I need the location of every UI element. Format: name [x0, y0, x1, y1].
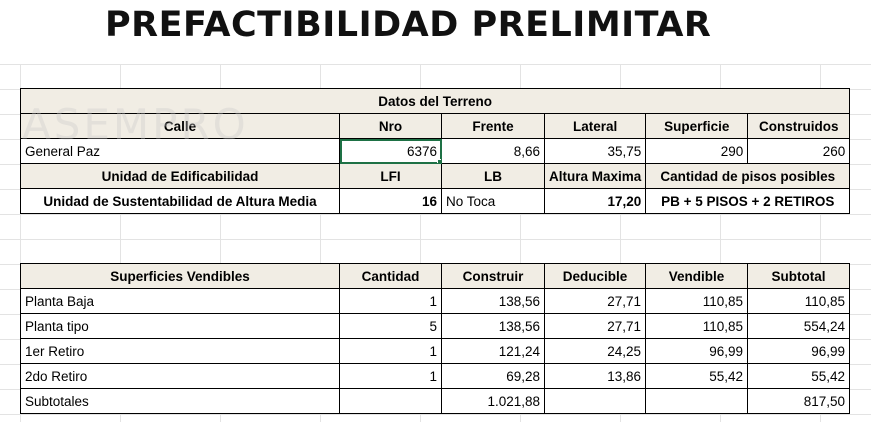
cell-nro-value: 6376	[406, 143, 437, 159]
cell-deducible-total[interactable]	[544, 388, 646, 414]
cell-subtotal[interactable]: 96,99	[747, 338, 850, 364]
header-lateral: Lateral	[543, 113, 647, 139]
cell-construir[interactable]: 69,28	[441, 363, 545, 389]
cell-unidad[interactable]: Unidad de Sustentabilidad de Altura Medi…	[20, 188, 340, 214]
cell-subtotal[interactable]: 55,42	[747, 363, 850, 389]
cell-cantidad[interactable]: 5	[339, 313, 442, 339]
header-cantidad: Cantidad	[339, 263, 442, 289]
cell-construir[interactable]: 121,24	[441, 338, 545, 364]
header-lfi: LFI	[339, 163, 442, 189]
header-altura: Altura Maxima	[543, 163, 647, 189]
cell-subtotal[interactable]: 110,85	[747, 288, 850, 314]
header-unidad: Unidad de Edificabilidad	[20, 163, 340, 189]
cell-frente[interactable]: 8,66	[441, 138, 545, 164]
cell-deducible[interactable]: 27,71	[544, 288, 646, 314]
datos-terreno-table: Datos del Terreno Calle Nro Frente Later…	[19, 88, 851, 214]
cell-nro-selected[interactable]: 6376	[339, 138, 442, 164]
header-nro: Nro	[339, 113, 442, 139]
table-row: Planta Baja 1 138,56 27,71 110,85 110,85	[20, 288, 850, 314]
header-lb: LB	[441, 163, 545, 189]
cell-construir[interactable]: 138,56	[441, 313, 545, 339]
cell-pisos[interactable]: PB + 5 PISOS + 2 RETIROS	[645, 188, 851, 214]
cell-subtotal-total[interactable]: 817,50	[747, 388, 850, 414]
fill-handle[interactable]	[437, 159, 441, 163]
cell-deducible[interactable]: 13,86	[544, 363, 646, 389]
cell-lateral[interactable]: 35,75	[543, 138, 647, 164]
cell-vendible[interactable]: 55,42	[645, 363, 748, 389]
header-pisos: Cantidad de pisos posibles	[645, 163, 851, 189]
cell-nombre[interactable]: Planta tipo	[20, 313, 340, 339]
cell-nombre[interactable]: 1er Retiro	[20, 338, 340, 364]
cell-vendible[interactable]: 110,85	[645, 288, 748, 314]
cell-construidos[interactable]: 260	[747, 138, 851, 164]
table-row: 1er Retiro 1 121,24 24,25 96,99 96,99	[20, 338, 850, 364]
table-row: Unidad de Sustentabilidad de Altura Medi…	[20, 188, 851, 214]
cell-superficie[interactable]: 290	[645, 138, 749, 164]
header-row: Superficies Vendibles Cantidad Construir…	[20, 263, 850, 289]
cell-cantidad-total[interactable]	[339, 388, 442, 414]
cell-subtotal[interactable]: 554,24	[747, 313, 850, 339]
cell-construir-total[interactable]: 1.021,88	[441, 388, 545, 414]
table-row: 2do Retiro 1 69,28 13,86 55,42 55,42	[20, 363, 850, 389]
cell-lfi[interactable]: 16	[339, 188, 442, 214]
header-calle: Calle	[20, 113, 340, 139]
cell-nombre[interactable]: Planta Baja	[20, 288, 340, 314]
header-superficies: Superficies Vendibles	[20, 263, 340, 289]
cell-cantidad[interactable]: 1	[339, 363, 442, 389]
header-row: Calle Nro Frente Lateral Superficie Cons…	[20, 113, 851, 139]
header-vendible: Vendible	[645, 263, 748, 289]
cell-cantidad[interactable]: 1	[339, 338, 442, 364]
cell-altura[interactable]: 17,20	[543, 188, 647, 214]
header-deducible: Deducible	[544, 263, 646, 289]
cell-vendible-total[interactable]	[645, 388, 748, 414]
totals-row: Subtotales 1.021,88 817,50	[20, 388, 850, 414]
section-title: Datos del Terreno	[19, 88, 851, 114]
cell-cantidad[interactable]: 1	[339, 288, 442, 314]
cell-construir[interactable]: 138,56	[441, 288, 545, 314]
page-title: PREFACTIBILIDAD PRELIMITAR	[105, 5, 712, 45]
cell-calle[interactable]: General Paz	[20, 138, 340, 164]
cell-lb[interactable]: No Toca	[441, 188, 545, 214]
header-subtotal: Subtotal	[747, 263, 850, 289]
cell-deducible[interactable]: 27,71	[544, 313, 646, 339]
header-superficie: Superficie	[645, 113, 749, 139]
cell-deducible[interactable]: 24,25	[544, 338, 646, 364]
header-frente: Frente	[441, 113, 545, 139]
cell-subtotales-label[interactable]: Subtotales	[20, 388, 340, 414]
cell-vendible[interactable]: 96,99	[645, 338, 748, 364]
header-construidos: Construidos	[747, 113, 851, 139]
superficies-vendibles-table: Superficies Vendibles Cantidad Construir…	[20, 263, 850, 414]
cell-vendible[interactable]: 110,85	[645, 313, 748, 339]
header-construir: Construir	[441, 263, 545, 289]
header-row: Unidad de Edificabilidad LFI LB Altura M…	[20, 163, 851, 189]
cell-nombre[interactable]: 2do Retiro	[20, 363, 340, 389]
table-row: General Paz 6376 8,66 35,75 290 260	[20, 138, 851, 164]
table-row: Planta tipo 5 138,56 27,71 110,85 554,24	[20, 313, 850, 339]
